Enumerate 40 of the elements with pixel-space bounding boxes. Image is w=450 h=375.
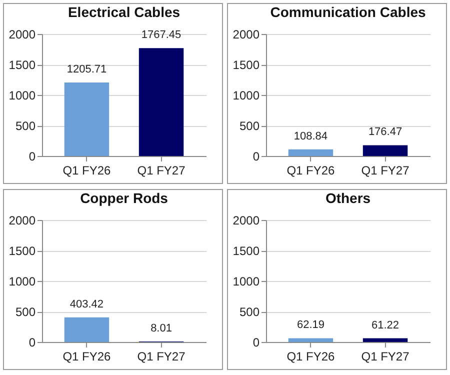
y-tick-label: 1000 [232,88,260,102]
y-tick-label: 500 [15,119,36,133]
x-tick-label: Q1 FY26 [286,164,336,178]
y-tick-label: 500 [239,119,260,133]
x-tick-label: Q1 FY27 [137,350,186,364]
y-tick-label: 0 [252,150,260,164]
chart-title: Others [325,190,371,206]
x-tick-label: Q1 FY27 [361,350,410,364]
data-label: 108.84 [294,130,328,142]
y-tick-label: 2000 [8,214,36,228]
x-tick-label: Q1 FY27 [137,164,186,178]
data-label: 62.19 [296,319,324,332]
x-tick-label: Q1 FY26 [286,350,336,364]
chart-title: Copper Rods [80,190,168,206]
chart-title: Communication Cables [270,4,426,20]
data-label: 1767.45 [141,29,182,42]
y-tick-label: 0 [28,336,36,350]
y-tick-label: 2000 [8,28,36,42]
y-tick-label: 0 [252,336,260,350]
data-label: 176.47 [368,126,402,138]
data-label: 8.01 [150,322,172,335]
y-tick-label: 1000 [232,274,260,288]
x-tick-label: Q1 FY26 [62,164,112,178]
x-tick-label: Q1 FY27 [361,164,410,178]
x-tick-label: Q1 FY26 [62,350,112,364]
y-tick-label: 0 [28,150,36,164]
y-tick-label: 1500 [8,58,36,72]
y-tick-label: 2000 [232,214,260,228]
data-label: 1205.71 [66,63,107,76]
y-tick-label: 1000 [8,88,36,102]
data-label: 403.42 [70,298,104,310]
y-tick-label: 2000 [232,28,260,42]
y-tick-label: 1500 [232,244,260,258]
y-tick-label: 500 [15,305,36,319]
y-tick-label: 1000 [8,274,36,288]
data-label: 61.22 [372,319,400,332]
y-tick-label: 1500 [232,58,260,72]
y-tick-label: 1500 [8,244,36,258]
chart-title: Electrical Cables [68,4,180,20]
y-tick-label: 500 [239,305,260,319]
